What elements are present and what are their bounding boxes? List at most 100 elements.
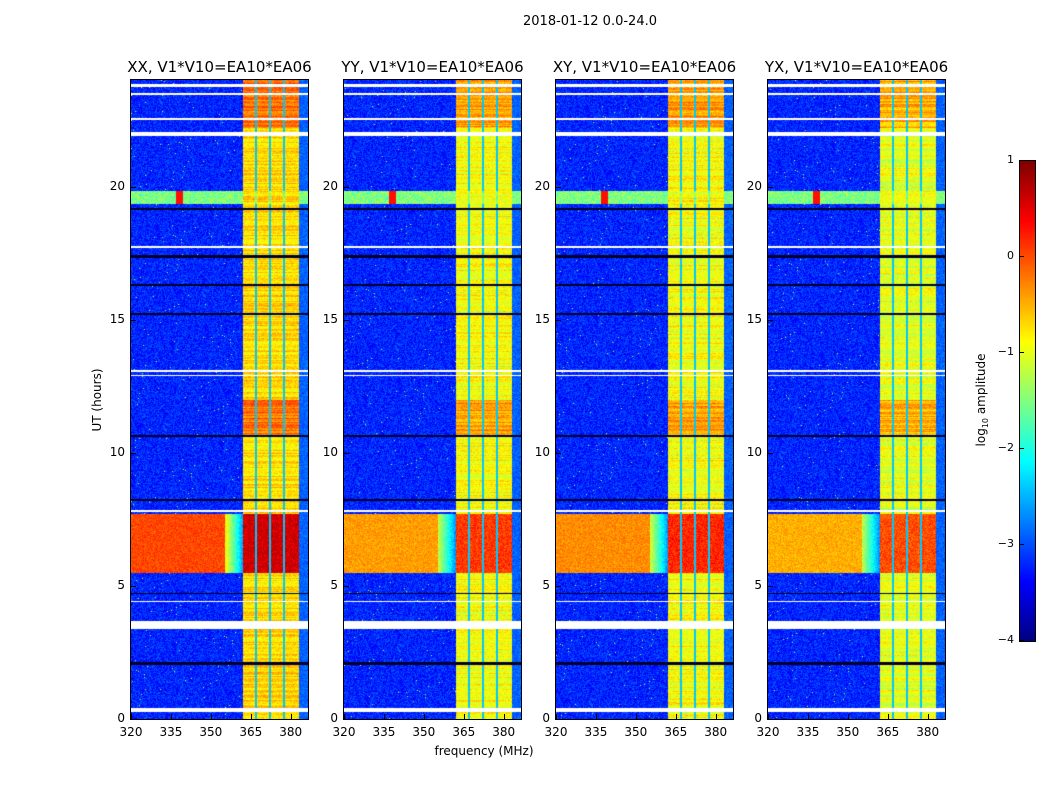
y-tick-label: 5	[754, 577, 762, 592]
y-tick-mark	[556, 186, 561, 188]
x-tick-label: 335	[796, 725, 820, 739]
heatmap-image	[131, 80, 308, 719]
colorbar-tick-label: 0	[1007, 249, 1014, 262]
x-tick-mark	[250, 714, 252, 719]
x-tick-label: 380	[492, 725, 516, 739]
y-tick-mark	[768, 585, 773, 587]
panel-title: YX, V1*V10=EA10*EA06	[764, 58, 949, 76]
y-tick-label: 5	[542, 577, 550, 592]
colorbar-tick-label: −2	[997, 441, 1014, 454]
colorbar-tick-label: 1	[1007, 153, 1014, 166]
y-tick-label: 10	[534, 444, 550, 459]
x-tick-mark	[887, 714, 889, 719]
x-tick-mark	[383, 714, 385, 719]
x-tick-label: 365	[239, 725, 263, 739]
y-tick-mark	[556, 585, 561, 587]
y-tick-label: 0	[754, 711, 762, 725]
heatmap-image	[344, 80, 521, 719]
x-tick-mark	[715, 714, 717, 719]
y-tick-mark	[131, 319, 136, 321]
y-tick-label: 20	[109, 178, 125, 193]
x-tick-mark	[210, 714, 212, 719]
figure-title: 2018-01-12 0.0-24.0	[523, 14, 657, 29]
x-tick-label: 350	[836, 725, 860, 739]
panel-title: YY, V1*V10=EA10*EA06	[341, 58, 524, 76]
y-tick-label: 15	[746, 311, 762, 326]
panel-0: XX, V1*V10=EA10*EA06 320 335 350 365 380 0 5 10 1…	[110, 58, 312, 739]
x-tick-label: 350	[412, 725, 436, 739]
y-tick-mark	[344, 585, 349, 587]
panel-title: XX, V1*V10=EA10*EA06	[127, 58, 312, 76]
y-tick-label: 5	[117, 577, 125, 592]
y-tick-label: 20	[534, 178, 550, 193]
panel-3: YX, V1*V10=EA10*EA06 320 335 350 365 380 0 5 10 1…	[747, 58, 948, 739]
x-tick-mark	[675, 714, 677, 719]
x-tick-mark	[423, 714, 425, 719]
y-tick-mark	[344, 719, 349, 720]
y-tick-label: 15	[322, 311, 338, 326]
x-tick-label: 320	[119, 725, 143, 739]
x-tick-label: 335	[584, 725, 608, 739]
heatmap-image	[556, 80, 733, 719]
x-tick-label: 320	[332, 725, 356, 739]
colorbar-label-rest: amplitude	[973, 353, 988, 418]
y-tick-mark	[768, 186, 773, 188]
colorbar-label-sub: 10	[981, 417, 991, 429]
x-tick-mark	[927, 714, 929, 719]
colorbar-label-log: log	[973, 428, 988, 447]
x-tick-mark	[463, 714, 465, 719]
x-tick-mark	[344, 714, 345, 719]
colorbar-tick-mark	[1020, 352, 1024, 353]
x-tick-mark	[768, 714, 769, 719]
x-tick-label: 350	[624, 725, 648, 739]
y-tick-mark	[556, 452, 561, 454]
x-tick-mark	[290, 714, 292, 719]
y-tick-mark	[131, 186, 136, 188]
y-tick-label: 0	[542, 711, 550, 725]
y-axis-label: UT (hours)	[90, 368, 104, 432]
y-tick-label: 15	[534, 311, 550, 326]
y-tick-mark	[768, 719, 773, 720]
x-tick-label: 335	[159, 725, 183, 739]
x-tick-label: 320	[544, 725, 568, 739]
y-tick-label: 10	[746, 444, 762, 459]
x-tick-mark	[595, 714, 597, 719]
y-tick-mark	[131, 585, 136, 587]
x-tick-label: 365	[876, 725, 900, 739]
x-tick-mark	[170, 714, 172, 719]
colorbar-label: log10 amplitude	[974, 354, 990, 447]
x-tick-label: 350	[199, 725, 223, 739]
colorbar	[1019, 160, 1036, 642]
y-tick-mark	[131, 452, 136, 454]
x-tick-mark	[807, 714, 809, 719]
y-tick-mark	[768, 452, 773, 454]
x-tick-label: 380	[916, 725, 940, 739]
y-tick-label: 15	[109, 311, 125, 326]
x-tick-mark	[503, 714, 505, 719]
y-tick-label: 20	[746, 178, 762, 193]
x-tick-mark	[556, 714, 557, 719]
colorbar-tick-mark	[1020, 640, 1024, 641]
x-tick-mark	[635, 714, 637, 719]
y-tick-label: 5	[330, 577, 338, 592]
y-tick-mark	[344, 319, 349, 321]
y-tick-mark	[556, 319, 561, 321]
x-axis-label: frequency (MHz)	[434, 744, 534, 758]
panel-2: XY, V1*V10=EA10*EA06 320 335 350 365 380 0 5 10 1…	[535, 58, 736, 739]
y-tick-label: 0	[117, 711, 125, 725]
x-tick-label: 320	[756, 725, 780, 739]
y-tick-label: 20	[322, 178, 338, 193]
x-tick-label: 365	[452, 725, 476, 739]
y-tick-label: 0	[330, 711, 338, 725]
x-tick-label: 365	[664, 725, 688, 739]
y-tick-label: 10	[109, 444, 125, 459]
colorbar-tick-label: −3	[997, 537, 1014, 550]
y-tick-mark	[344, 452, 349, 454]
panel-title: XY, V1*V10=EA10*EA06	[552, 58, 737, 76]
x-tick-mark	[131, 714, 132, 719]
x-tick-label: 380	[279, 725, 303, 739]
x-tick-mark	[847, 714, 849, 719]
colorbar-tick-label: −1	[997, 345, 1014, 358]
heatmap-image	[768, 80, 945, 719]
